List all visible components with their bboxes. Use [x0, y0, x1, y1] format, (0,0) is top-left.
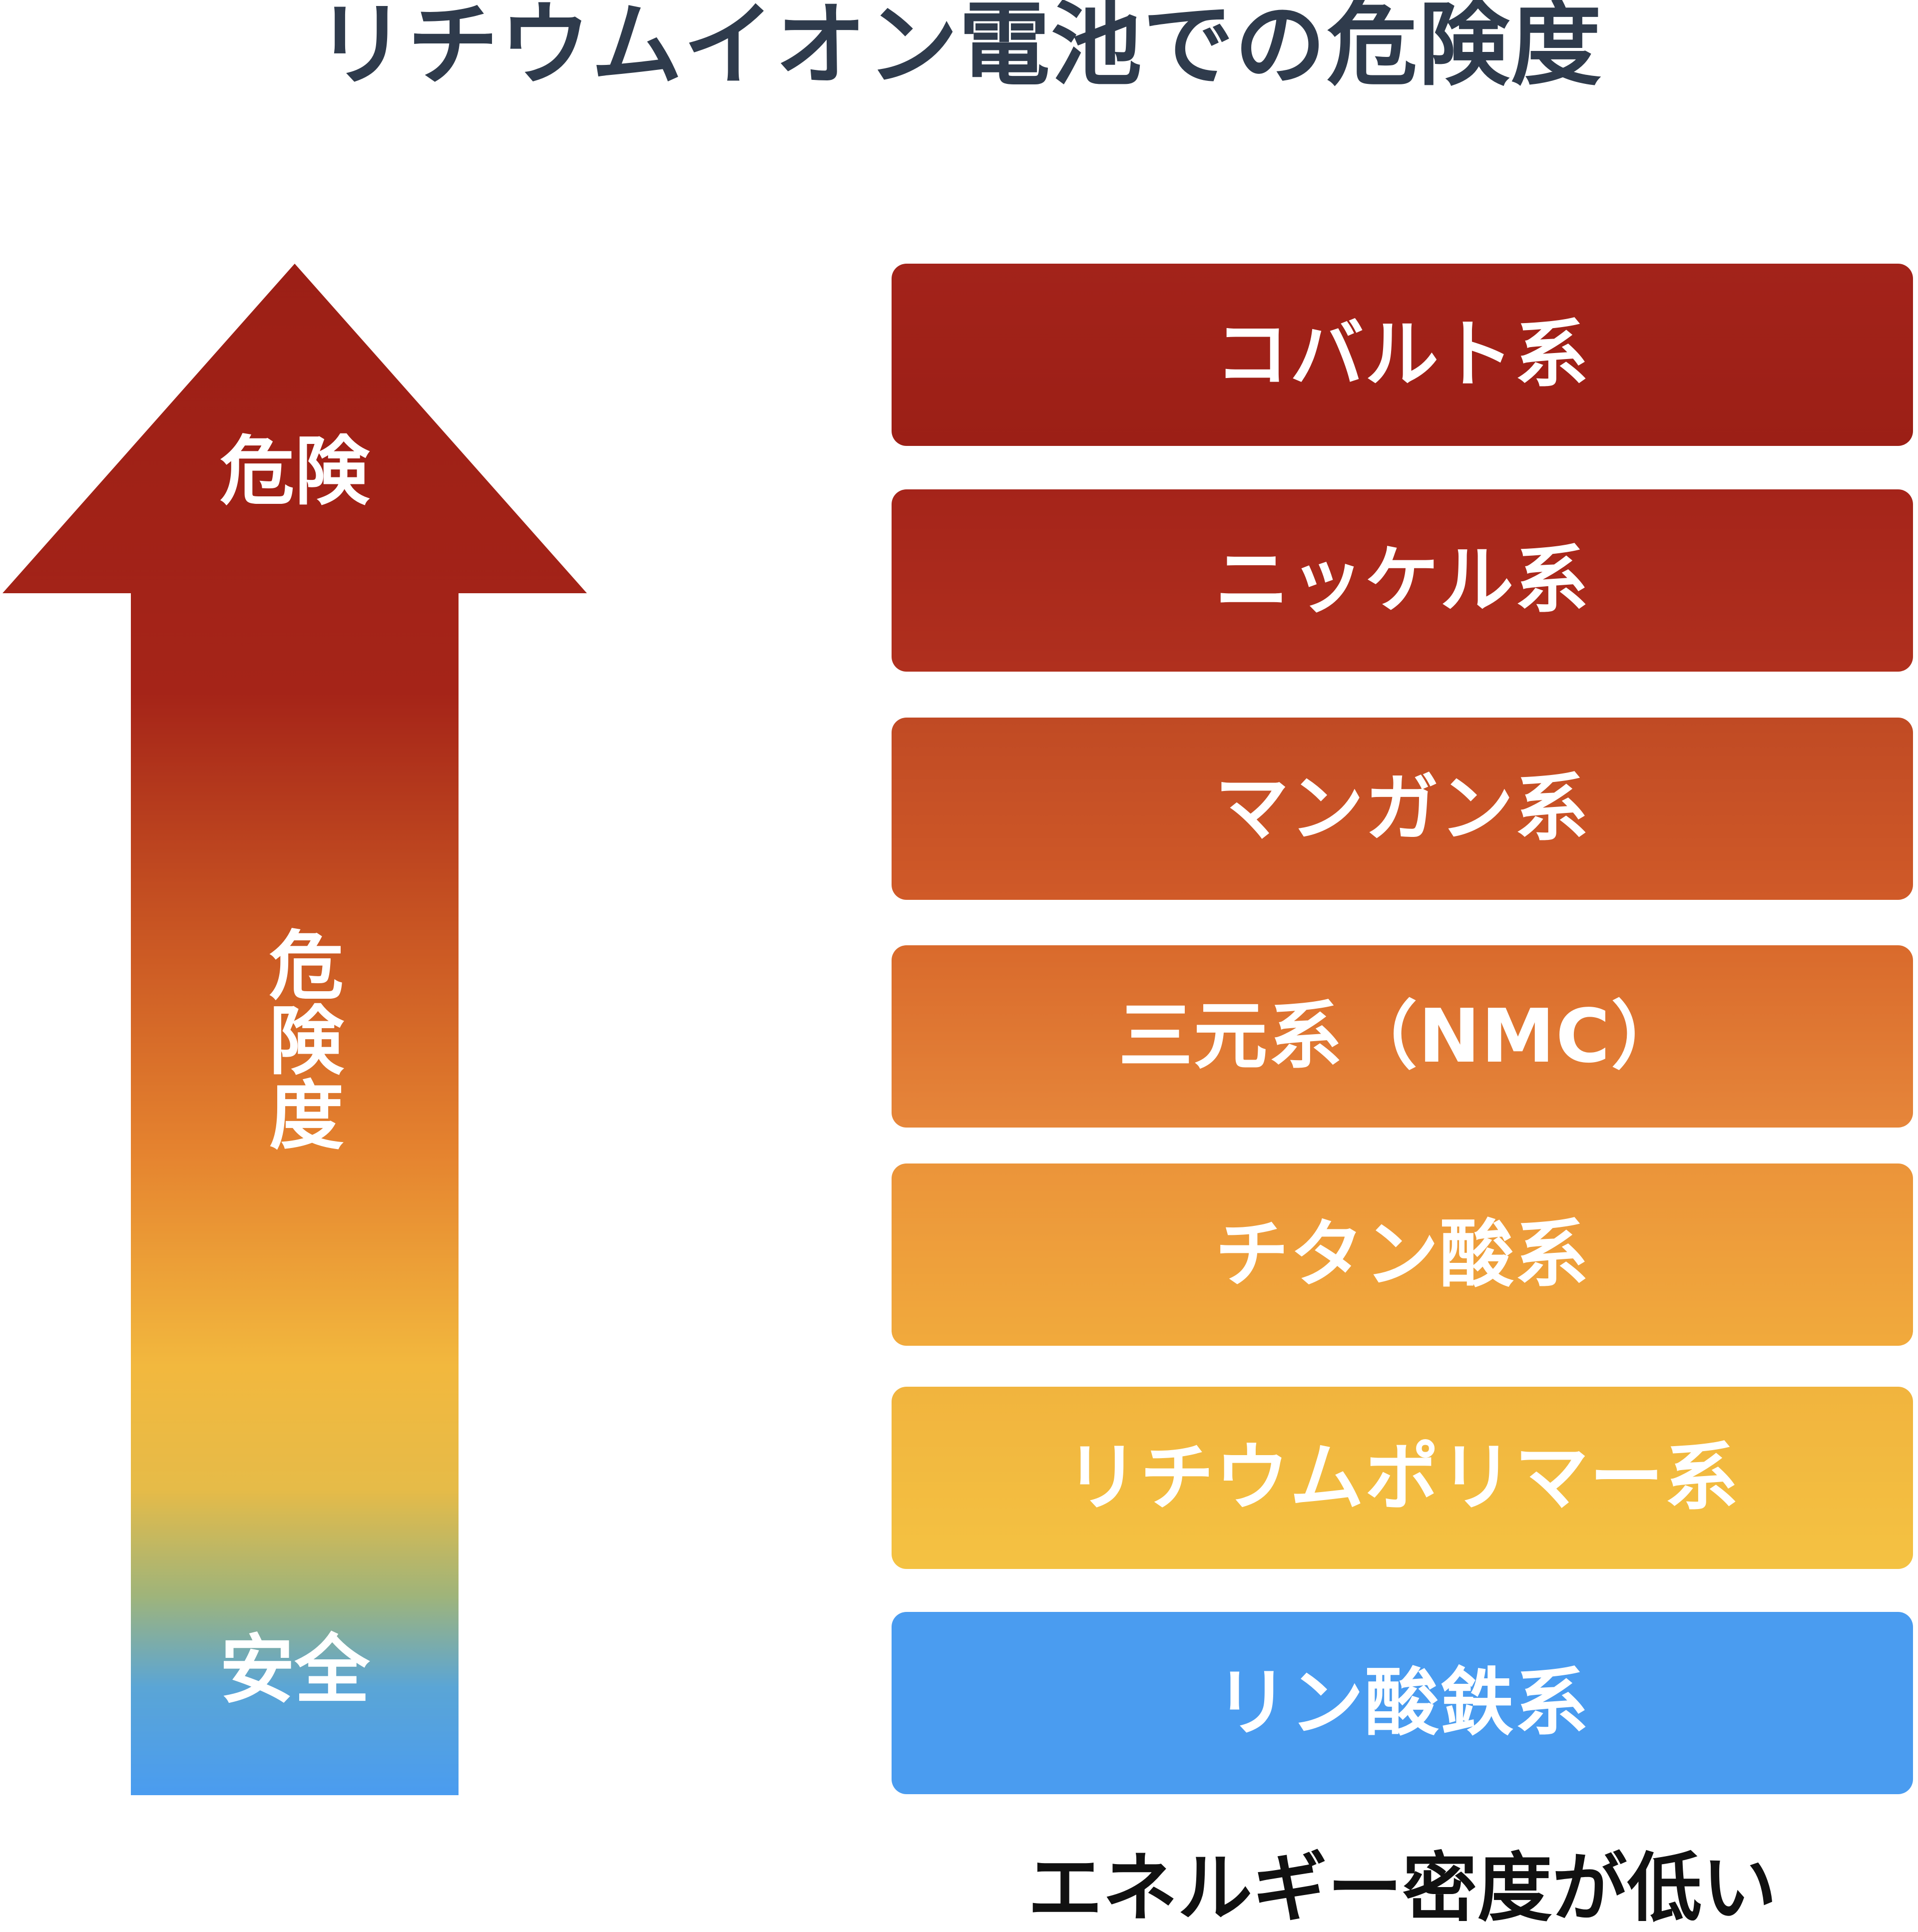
battery-type-lithium-polymer: リチウムポリマー系: [892, 1387, 1913, 1569]
energy-density-note: エネルギー密度が低い: [1027, 1845, 1777, 1932]
arrow-shape: [2, 264, 587, 1795]
battery-type-titanate: チタン酸系: [892, 1163, 1913, 1346]
battery-type-nickel: ニッケル系: [892, 489, 1913, 672]
battery-type-manganese: マンガン系: [892, 718, 1913, 900]
arrow-label-danger-level: 危険度: [256, 926, 343, 1151]
battery-type-iron-phosphate: リン酸鉄系: [892, 1612, 1913, 1794]
page-title: リチウムイオン電池での危険度: [316, 0, 1602, 98]
arrow-label-danger: 危険: [219, 428, 370, 515]
arrow-label-safe: 安全: [219, 1627, 370, 1714]
battery-type-cobalt: コバルト系: [892, 264, 1913, 446]
battery-type-nmc: 三元系（NMC）: [892, 945, 1913, 1128]
danger-arrow: [2, 264, 587, 1795]
